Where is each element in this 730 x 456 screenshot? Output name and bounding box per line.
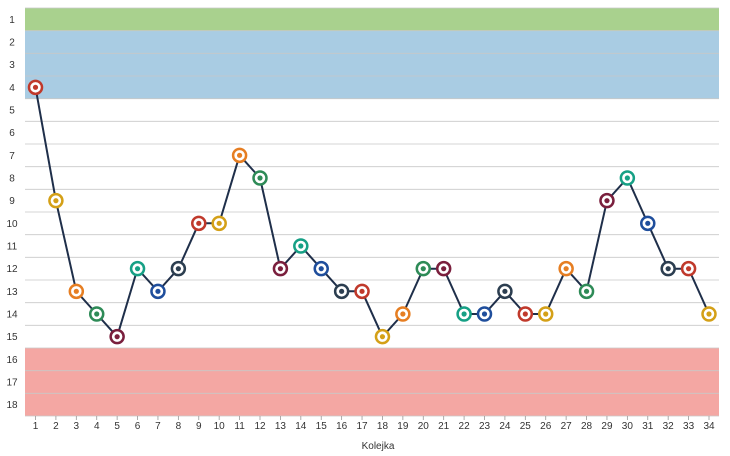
x-tick-label: 16 [336, 421, 348, 432]
y-tick-label: 13 [6, 287, 18, 298]
x-tick-label: 15 [316, 421, 328, 432]
x-tick-label: 11 [234, 421, 245, 432]
x-tick-label: 18 [377, 421, 389, 432]
x-tick-label: 8 [176, 421, 182, 432]
data-point-center [441, 266, 447, 272]
x-tick-label: 33 [683, 421, 695, 432]
x-tick-label: 19 [397, 421, 409, 432]
y-tick-label: 17 [6, 378, 18, 389]
y-tick-label: 6 [9, 128, 15, 139]
data-point-center [563, 266, 569, 272]
x-tick-label: 23 [479, 421, 491, 432]
x-tick-labels: 1 2 3 4 5 6 7 8 9 10 11 12 13 14 15 16 17 18 19 20 21 22 23 24 2… [33, 416, 715, 432]
data-point-center [277, 266, 284, 272]
y-tick-label: 1 [9, 15, 15, 26]
y-tick-label: 3 [9, 60, 15, 71]
x-tick-label: 31 [642, 421, 654, 432]
data-point-center [624, 175, 630, 181]
y-tick-label: 12 [6, 264, 18, 275]
x-tick-label: 25 [520, 421, 532, 432]
data-point-center [379, 334, 386, 340]
data-point-center [481, 311, 488, 317]
x-tick-label: 30 [622, 421, 634, 432]
data-point-center [155, 288, 161, 294]
x-tick-label: 12 [254, 421, 266, 432]
x-tick-label: 29 [601, 421, 613, 432]
y-tick-label: 14 [6, 310, 18, 321]
data-point-center [359, 288, 365, 294]
data-point-center [114, 334, 120, 340]
y-tick-label: 7 [9, 151, 15, 162]
x-tick-label: 32 [663, 421, 675, 432]
grid-lines [25, 7, 719, 417]
x-tick-label: 28 [581, 421, 593, 432]
data-points [27, 79, 717, 345]
y-tick-label: 9 [9, 196, 15, 207]
data-point-center [32, 84, 39, 90]
data-point-center [645, 220, 651, 226]
data-point-center [461, 311, 467, 317]
data-point-center [73, 288, 79, 294]
y-tick-label: 15 [6, 332, 18, 343]
position-zones [25, 8, 719, 416]
x-tick-label: 4 [94, 421, 100, 432]
x-tick-label: 14 [295, 421, 307, 432]
data-point-center [318, 266, 324, 272]
x-tick-label: 20 [418, 421, 430, 432]
x-tick-label: 22 [459, 421, 471, 432]
data-point-center [298, 243, 304, 249]
y-tick-label: 4 [9, 83, 15, 94]
series-line [34, 87, 710, 339]
y-tick-label: 11 [7, 242, 18, 253]
data-point-center [502, 288, 508, 294]
data-point-center [134, 266, 141, 272]
data-point-center [685, 266, 692, 272]
data-point-center [339, 288, 345, 294]
x-tick-label: 5 [114, 421, 120, 432]
y-tick-label: 16 [6, 355, 18, 366]
data-point-center [400, 311, 406, 317]
data-point-center [94, 311, 100, 317]
x-tick-label: 3 [74, 421, 80, 432]
data-point-center [522, 311, 528, 317]
y-tick-label: 10 [6, 219, 18, 230]
zone-band-1 [25, 8, 719, 31]
x-axis-title: Kolejka [362, 441, 395, 452]
data-point-center [257, 175, 263, 181]
x-tick-label: 2 [53, 421, 59, 432]
data-point-center [604, 198, 610, 204]
y-tick-label: 5 [9, 106, 15, 117]
data-point-center [583, 288, 590, 294]
data-point-center [175, 266, 181, 272]
data-point-center [543, 311, 549, 317]
x-tick-label: 26 [540, 421, 552, 432]
data-point-center [420, 266, 426, 272]
x-tick-label: 7 [155, 421, 161, 432]
x-tick-label: 13 [275, 421, 287, 432]
data-point-center [196, 220, 202, 226]
data-point-center [216, 220, 222, 226]
x-tick-label: 27 [561, 421, 573, 432]
zone-band-4 [25, 348, 719, 416]
data-point-center [665, 266, 671, 272]
x-tick-label: 21 [438, 421, 450, 432]
y-tick-label: 8 [9, 174, 15, 185]
x-tick-label: 17 [356, 421, 368, 432]
zone-band-3 [25, 98, 719, 349]
x-tick-label: 1 [33, 421, 39, 432]
x-tick-label: 10 [214, 421, 226, 432]
x-tick-label: 9 [196, 421, 202, 432]
data-point-center [236, 152, 243, 158]
data-point-center [53, 198, 59, 204]
x-tick-label: 24 [499, 421, 511, 432]
y-tick-label: 18 [6, 400, 18, 411]
zone-band-2 [25, 30, 719, 99]
y-tick-label: 2 [9, 38, 15, 49]
data-point-center [706, 311, 712, 317]
x-tick-label: 6 [135, 421, 141, 432]
x-tick-label: 34 [703, 421, 715, 432]
